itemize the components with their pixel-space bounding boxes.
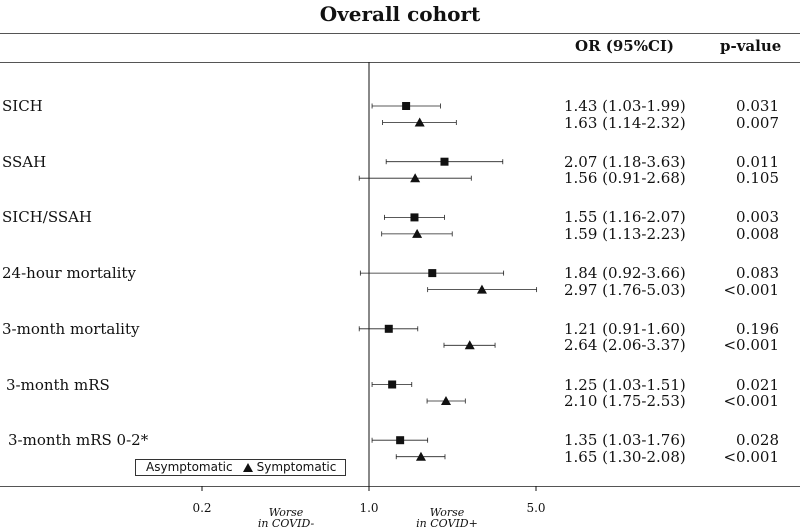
p-value: 0.105 — [736, 169, 779, 188]
outcome-label: SICH — [2, 97, 43, 115]
outcome-label: 3-month mRS 0-2* — [8, 431, 149, 450]
x-tick-label: 0.2 — [192, 501, 212, 515]
p-value: 0.083 — [736, 264, 779, 283]
outcome-label: SSAH — [2, 152, 47, 171]
chart-title: Overall cohort — [319, 2, 481, 26]
or-ci-value: 1.59 (1.13-2.23) — [564, 224, 686, 243]
bottom-rule — [0, 486, 800, 487]
p-value: 0.196 — [736, 319, 779, 338]
point-estimate-symptomatic — [415, 451, 426, 461]
p-value: <0.001 — [723, 280, 779, 299]
p-value: 0.028 — [736, 431, 779, 450]
or-ci-value: 1.56 (0.91-2.68) — [564, 169, 686, 188]
p-value-column-header: p-value — [720, 37, 782, 55]
p-value: <0.001 — [723, 336, 779, 355]
point-estimate-asymptomatic — [396, 436, 405, 445]
top-rule — [0, 33, 800, 34]
outcome-label: 24-hour mortality — [2, 264, 136, 283]
p-value: 0.011 — [736, 152, 779, 171]
point-estimate-asymptomatic — [440, 157, 449, 166]
annotation-left-line1: Worse — [268, 506, 304, 519]
p-value: 0.031 — [736, 97, 779, 115]
p-value: <0.001 — [723, 447, 779, 466]
point-estimate-symptomatic — [476, 284, 487, 294]
point-estimate-asymptomatic — [384, 324, 393, 333]
triangle-marker-icon — [242, 463, 253, 472]
outcome-label: SICH/SSAH — [2, 208, 93, 227]
point-estimate-symptomatic — [410, 173, 421, 183]
point-estimate-symptomatic — [414, 117, 425, 127]
annotation-right-line2: in COVID+ — [416, 517, 478, 530]
point-estimate-symptomatic — [440, 396, 451, 405]
legend-item-symptomatic: Symptomatic — [256, 460, 337, 474]
or-ci-value: 1.63 (1.14-2.32) — [564, 113, 686, 132]
annotation-left-line2: in COVID- — [257, 517, 315, 530]
point-estimate-symptomatic — [464, 340, 475, 350]
or-ci-value: 1.35 (1.03-1.76) — [564, 431, 686, 450]
or-ci-value: 1.25 (1.03-1.51) — [564, 375, 686, 394]
point-estimate-asymptomatic — [428, 269, 437, 278]
x-tick-label: 1.0 — [359, 501, 379, 515]
legend-item-asymptomatic: Asymptomatic — [146, 460, 233, 474]
or-ci-value: 2.10 (1.75-2.53) — [564, 392, 686, 410]
annotation-right-line1: Worse — [429, 506, 465, 519]
or-ci-value: 1.21 (0.91-1.60) — [564, 319, 686, 338]
or-ci-value: 1.84 (0.92-3.66) — [564, 264, 686, 283]
or-column-header: OR (95%CI) — [575, 37, 675, 55]
or-ci-value: 2.64 (2.06-3.37) — [564, 336, 686, 355]
outcome-label: 3-month mortality — [2, 319, 140, 338]
point-estimate-asymptomatic — [402, 102, 411, 110]
header-rule — [0, 62, 800, 63]
point-estimate-symptomatic — [412, 228, 423, 238]
x-tick-label: 5.0 — [526, 501, 546, 515]
p-value: <0.001 — [723, 392, 779, 410]
p-value: 0.008 — [736, 224, 779, 243]
or-ci-value: 2.07 (1.18-3.63) — [564, 152, 686, 171]
p-value: 0.007 — [736, 113, 779, 132]
point-estimate-asymptomatic — [410, 213, 419, 222]
point-estimate-asymptomatic — [388, 380, 397, 389]
or-ci-value: 1.55 (1.16-2.07) — [564, 208, 686, 227]
p-value: 0.021 — [736, 375, 779, 394]
or-ci-value: 1.65 (1.30-2.08) — [564, 447, 686, 466]
outcome-label: 3-month mRS — [6, 375, 110, 394]
legend: Asymptomatic Symptomatic — [135, 459, 346, 476]
or-ci-value: 1.43 (1.03-1.99) — [564, 97, 686, 115]
p-value: 0.003 — [736, 208, 779, 227]
or-ci-value: 2.97 (1.76-5.03) — [564, 280, 686, 299]
